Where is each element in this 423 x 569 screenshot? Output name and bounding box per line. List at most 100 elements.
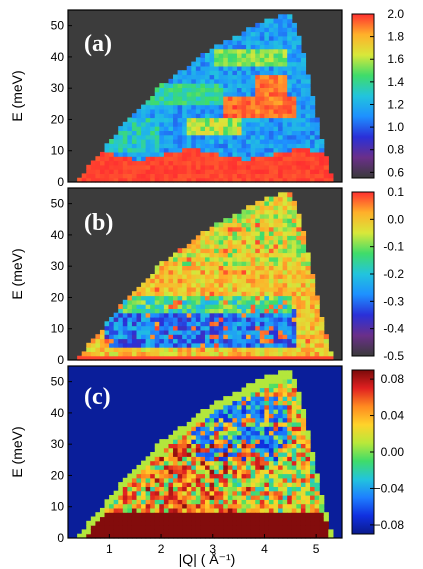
- heatmap-cell: [255, 261, 261, 266]
- heatmap-cell: [214, 347, 220, 352]
- heatmap-cell: [232, 286, 238, 292]
- heatmap-cell: [273, 473, 279, 479]
- heatmap-cell: [296, 61, 302, 67]
- heatmap-cell: [250, 40, 256, 45]
- heatmap-cell: [296, 269, 302, 275]
- heatmap-cell: [232, 295, 238, 301]
- heatmap-cell: [177, 117, 183, 123]
- heatmap-cell: [296, 473, 302, 479]
- heatmap-cell: [200, 265, 206, 271]
- heatmap-cell: [163, 91, 170, 97]
- heatmap-cell: [145, 503, 151, 509]
- heatmap-cell: [186, 351, 192, 357]
- heatmap-cell: [223, 231, 229, 236]
- heatmap-cell: [273, 304, 279, 309]
- heatmap-cell: [104, 512, 110, 518]
- heatmap-cell: [209, 83, 215, 88]
- heatmap-cell: [300, 65, 307, 71]
- heatmap-cell: [268, 456, 275, 462]
- heatmap-cell: [296, 312, 302, 318]
- heatmap-cell: [291, 213, 297, 219]
- heatmap-cell: [300, 130, 307, 136]
- heatmap-cell: [232, 482, 238, 487]
- heatmap-cell: [246, 464, 252, 470]
- heatmap-cell: [205, 265, 211, 271]
- heatmap-cell: [223, 226, 229, 232]
- heatmap-cell: [168, 261, 174, 266]
- heatmap-cell: [154, 482, 160, 487]
- heatmap-cell: [287, 74, 293, 80]
- heatmap-cell: [227, 464, 233, 470]
- heatmap-cell: [118, 151, 124, 157]
- heatmap-cell: [273, 164, 279, 170]
- heatmap-cell: [186, 177, 192, 183]
- heatmap-cell: [177, 304, 183, 309]
- heatmap-cell: [291, 235, 297, 241]
- heatmap-cell: [122, 329, 128, 335]
- heatmap-cell: [232, 282, 238, 288]
- heatmap-cell: [273, 404, 279, 410]
- heatmap-cell: [278, 151, 284, 157]
- heatmap-cell: [241, 248, 247, 254]
- heatmap-cell: [99, 512, 106, 518]
- heatmap-cell: [310, 342, 316, 348]
- heatmap-cell: [109, 525, 115, 530]
- heatmap-cell: [250, 486, 256, 492]
- heatmap-cell: [255, 96, 261, 101]
- heatmap-cell: [236, 243, 243, 249]
- heatmap-cell: [232, 164, 238, 170]
- heatmap-cell: [223, 286, 229, 292]
- heatmap-cell: [218, 226, 224, 232]
- heatmap-cell: [218, 473, 224, 479]
- heatmap-cell: [259, 299, 265, 305]
- heatmap-cell: [227, 321, 233, 327]
- heatmap-cell: [223, 456, 229, 462]
- heatmap-cell: [200, 126, 206, 131]
- heatmap-cell: [191, 355, 197, 361]
- heatmap-cell: [241, 91, 247, 97]
- heatmap-cell: [223, 134, 229, 140]
- heatmap-cell: [104, 338, 110, 344]
- heatmap-cell: [246, 143, 252, 149]
- heatmap-cell: [250, 520, 256, 526]
- heatmap-cell: [227, 53, 233, 58]
- heatmap-cell: [255, 226, 261, 232]
- heatmap-cell: [268, 226, 275, 232]
- heatmap-cell: [278, 108, 284, 114]
- heatmap-cell: [246, 117, 252, 123]
- heatmap-cell: [246, 173, 252, 179]
- heatmap-cell: [182, 100, 188, 106]
- heatmap-cell: [268, 473, 275, 479]
- heatmap-cell: [255, 278, 261, 284]
- heatmap-cell: [268, 48, 275, 54]
- heatmap-cell: [314, 355, 320, 361]
- heatmap-cell: [227, 404, 233, 410]
- heatmap-cell: [264, 96, 270, 101]
- heatmap-cell: [150, 147, 156, 153]
- heatmap-cell: [314, 139, 320, 144]
- heatmap-cell: [223, 147, 229, 153]
- heatmap-cell: [218, 334, 224, 340]
- heatmap-cell: [209, 134, 215, 140]
- heatmap-cell: [282, 22, 288, 28]
- heatmap-cell: [250, 295, 256, 301]
- heatmap-cell: [195, 355, 202, 361]
- heatmap-cell: [227, 61, 233, 67]
- heatmap-cell: [264, 91, 270, 97]
- heatmap-cell: [241, 130, 247, 136]
- heatmap-cell: [200, 269, 206, 275]
- heatmap-cell: [154, 130, 160, 136]
- heatmap-cell: [109, 495, 115, 500]
- heatmap-cell: [278, 317, 284, 322]
- heatmap-cell: [173, 482, 179, 487]
- heatmap-cell: [205, 65, 211, 71]
- heatmap-cell: [182, 143, 188, 149]
- heatmap-cell: [168, 516, 174, 522]
- heatmap-cell: [241, 61, 247, 67]
- heatmap-cell: [191, 243, 197, 249]
- heatmap-cell: [223, 121, 229, 127]
- heatmap-cell: [195, 164, 202, 170]
- heatmap-cell: [182, 104, 188, 110]
- heatmap-cell: [186, 83, 192, 88]
- heatmap-cell: [104, 529, 110, 535]
